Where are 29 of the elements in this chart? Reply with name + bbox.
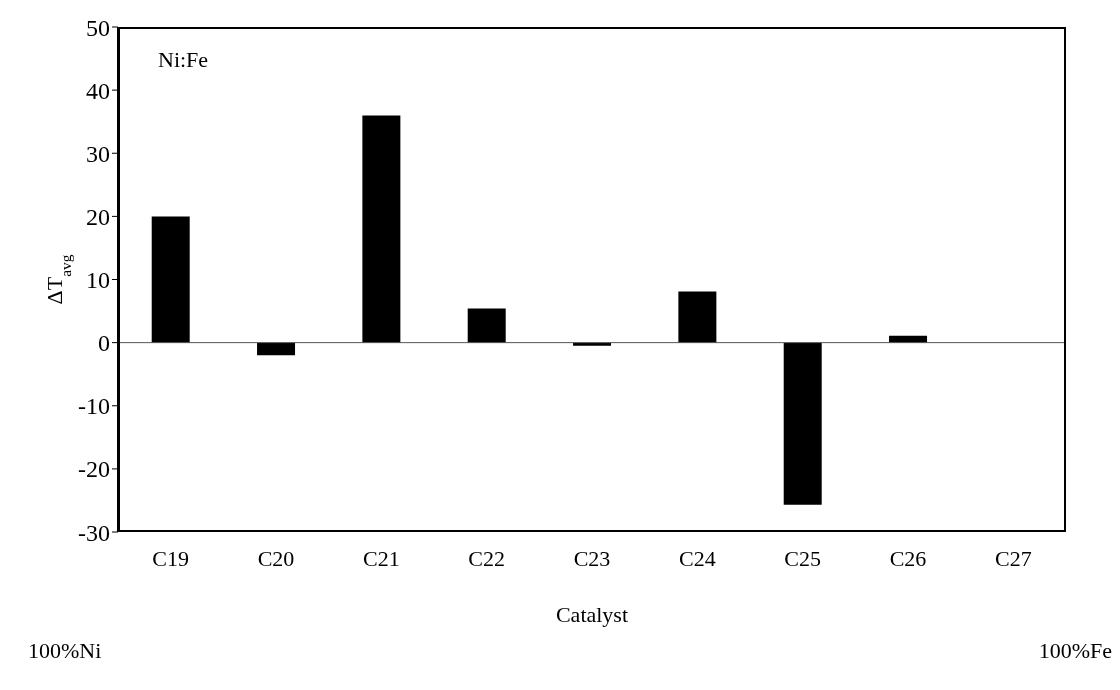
y-tick-label: 0 [98, 330, 110, 357]
x-tick-label: C19 [152, 545, 190, 571]
y-tick-label: 10 [86, 267, 110, 294]
bar [783, 342, 822, 505]
y-tick-label: 50 [86, 14, 110, 41]
x-tick-label: C25 [784, 545, 822, 571]
text: 100%Ni [28, 638, 102, 664]
x-axis-title: Catalyst [555, 602, 629, 627]
x-tick-label: C23 [573, 545, 611, 571]
x-tick-label: C20 [257, 545, 295, 571]
x-tick-label: C24 [678, 545, 716, 571]
bar [678, 291, 717, 343]
bar [573, 342, 612, 346]
x-tick-label: C26 [889, 545, 927, 571]
y-tick-label: 30 [86, 140, 110, 167]
y-tick-label: 40 [86, 77, 110, 104]
bar [467, 308, 506, 343]
bar [362, 115, 401, 343]
annotation: Ni:Fe [158, 47, 209, 73]
y-tick-label: 20 [86, 203, 110, 230]
y-tick-label: -30 [78, 519, 110, 546]
text: 100%Fe [1038, 638, 1112, 664]
x-tick-label: C22 [468, 545, 506, 571]
bar [257, 342, 296, 356]
y-tick-label: -10 [78, 393, 110, 420]
y-tick-label: -20 [78, 456, 110, 483]
bar [151, 216, 190, 343]
x-tick-label: C27 [994, 545, 1032, 571]
x-tick-label: C21 [362, 545, 400, 571]
